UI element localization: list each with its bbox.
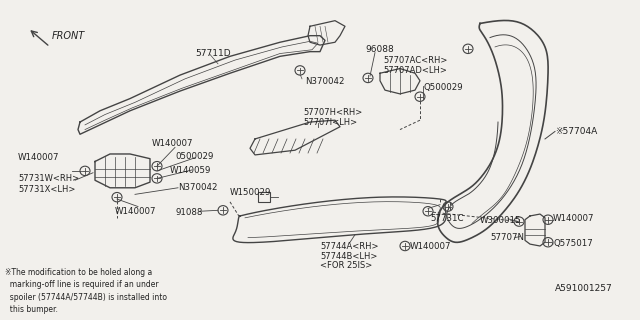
Text: W140007: W140007 [553, 214, 595, 223]
Text: ※57704A: ※57704A [555, 127, 597, 136]
Text: 0500029: 0500029 [175, 152, 213, 161]
Text: W140007: W140007 [115, 206, 157, 216]
Text: W140007: W140007 [152, 139, 193, 148]
Text: 57707H<RH>: 57707H<RH> [303, 108, 362, 117]
Text: 57707N: 57707N [490, 233, 524, 242]
Text: <FOR 25IS>: <FOR 25IS> [320, 261, 372, 270]
FancyBboxPatch shape [258, 192, 270, 202]
Text: A591001257: A591001257 [555, 284, 612, 293]
Text: 91088: 91088 [175, 208, 202, 217]
Text: 96088: 96088 [365, 45, 394, 54]
Text: 57707I<LH>: 57707I<LH> [303, 118, 357, 127]
Text: W150029: W150029 [230, 188, 271, 197]
Text: 57707AD<LH>: 57707AD<LH> [383, 66, 447, 75]
Text: ※The modification to be holed along a
  marking-off line is required if an under: ※The modification to be holed along a ma… [5, 268, 167, 314]
Text: W140007: W140007 [18, 153, 60, 162]
Text: FRONT: FRONT [52, 31, 85, 41]
Text: 57731X<LH>: 57731X<LH> [18, 185, 76, 194]
Text: 57711D: 57711D [195, 49, 230, 58]
Text: 57731C: 57731C [430, 214, 463, 223]
Text: Q500029: Q500029 [423, 83, 463, 92]
Text: 57744A<RH>: 57744A<RH> [320, 242, 378, 251]
Text: W300015: W300015 [480, 216, 522, 225]
Text: 57731W<RH>: 57731W<RH> [18, 174, 79, 183]
Text: 57707AC<RH>: 57707AC<RH> [383, 56, 447, 65]
Text: W140059: W140059 [170, 166, 211, 175]
Text: 57744B<LH>: 57744B<LH> [320, 252, 378, 260]
Text: W140007: W140007 [410, 242, 451, 251]
Text: N370042: N370042 [305, 77, 344, 86]
Text: Q575017: Q575017 [553, 239, 593, 248]
Text: N370042: N370042 [178, 183, 218, 192]
